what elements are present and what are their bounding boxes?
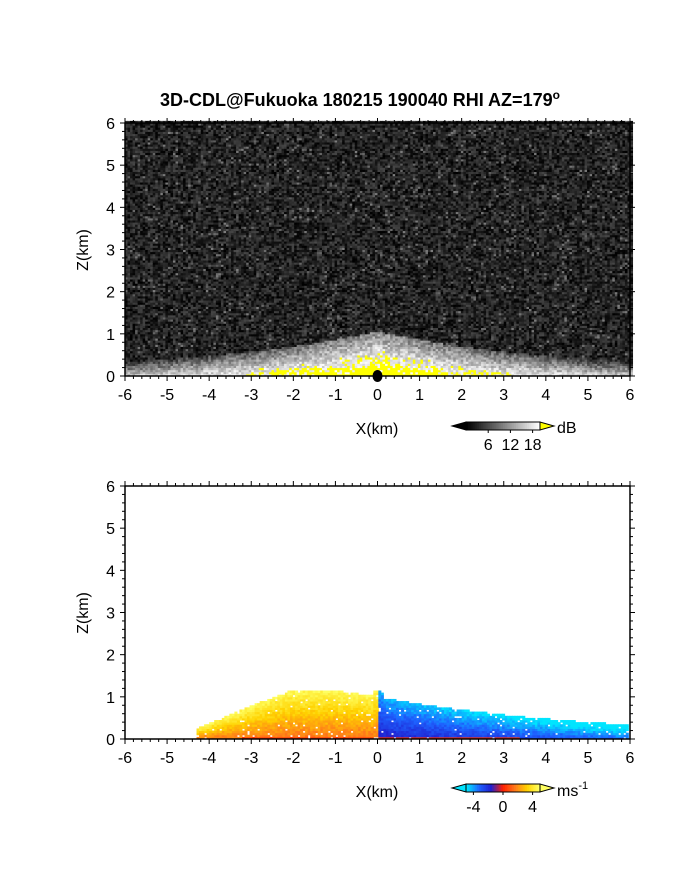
intensity-field: [125, 121, 633, 382]
figure-title-superscript: o: [553, 88, 560, 102]
figure-title: 3D-CDL@Fukuoka 180215 190040 RHI AZ=179o: [160, 88, 560, 110]
figure-title-text: 3D-CDL@Fukuoka 180215 190040 RHI AZ=179: [160, 90, 553, 110]
